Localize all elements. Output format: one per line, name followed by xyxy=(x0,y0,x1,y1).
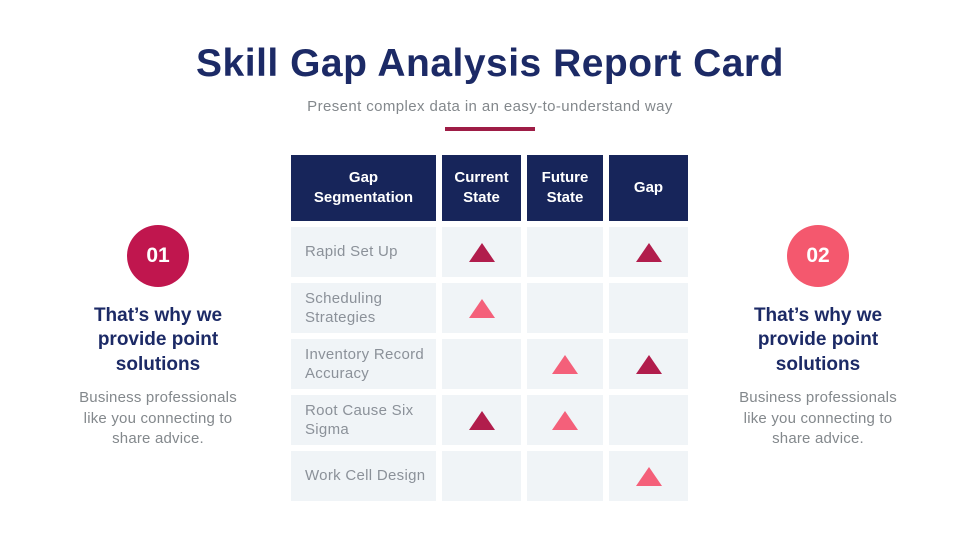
column-header: Gap xyxy=(609,155,688,221)
table-cell-current_state xyxy=(442,227,521,277)
page-title: Skill Gap Analysis Report Card xyxy=(196,42,784,85)
callout-heading: That’s why we provide point solutions xyxy=(93,305,223,375)
table-cell-future_state xyxy=(527,227,603,277)
triangle-up-icon xyxy=(468,410,495,430)
table-cell-current_state xyxy=(442,451,521,501)
report-card-table: Gap Segmentation Current State Future Stat… xyxy=(291,155,688,501)
table-cell-future_state xyxy=(527,283,603,333)
callout-body: Business professionals like you connecti… xyxy=(739,388,897,448)
column-header: Gap Segmentation xyxy=(291,155,436,221)
callout-number-badge: 02 xyxy=(787,225,849,287)
row-label: Work Cell Design xyxy=(291,451,436,501)
triangle-up-icon xyxy=(552,410,578,430)
triangle-up-icon xyxy=(635,354,662,374)
row-label: Rapid Set Up xyxy=(291,227,436,277)
table-cell-current_state xyxy=(442,395,521,445)
table-cell-future_state xyxy=(527,395,603,445)
callout-heading: That’s why we provide point solutions xyxy=(753,305,883,375)
page-subtitle: Present complex data in an easy-to-under… xyxy=(307,98,673,115)
table-cell-gap xyxy=(609,227,688,277)
row-label: Inventory Record Accuracy xyxy=(291,339,436,389)
triangle-up-icon xyxy=(552,354,578,374)
row-label: Scheduling Strategies xyxy=(291,283,436,333)
triangle-up-icon xyxy=(468,242,495,262)
callout-02: 02 That’s why we provide point solutions… xyxy=(718,225,918,450)
triangle-up-icon xyxy=(468,298,495,318)
triangle-up-icon xyxy=(635,242,662,262)
callout-number-badge: 01 xyxy=(127,225,189,287)
column-header: Future State xyxy=(527,155,603,221)
table-cell-future_state xyxy=(527,451,603,501)
table-cell-current_state xyxy=(442,283,521,333)
triangle-up-icon xyxy=(635,466,662,486)
table-cell-gap xyxy=(609,339,688,389)
table-cell-current_state xyxy=(442,339,521,389)
row-label: Root Cause Six Sigma xyxy=(291,395,436,445)
table-cell-gap xyxy=(609,395,688,445)
table-cell-gap xyxy=(609,283,688,333)
callout-body: Business professionals like you connecti… xyxy=(79,388,237,448)
table-cell-gap xyxy=(609,451,688,501)
callout-01: 01 That’s why we provide point solutions… xyxy=(58,225,258,450)
title-divider xyxy=(445,127,535,131)
table-cell-future_state xyxy=(527,339,603,389)
column-header: Current State xyxy=(442,155,521,221)
